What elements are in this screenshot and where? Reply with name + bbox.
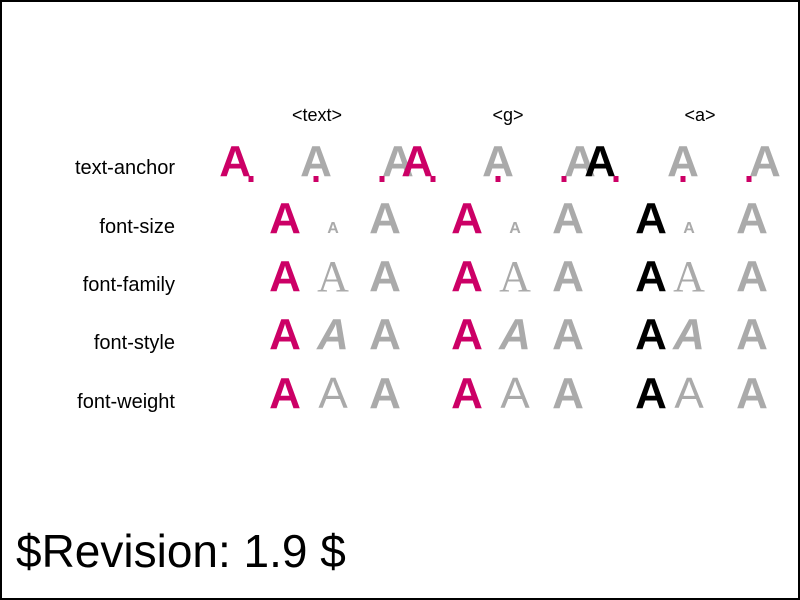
anchor-dot-text-end [248,176,254,182]
glyph-g-font-weight-reference: A [451,369,483,418]
glyph-g-font-weight-default: A [552,369,584,418]
glyph-a-font-size-reference: A [635,194,667,243]
glyph-a-text-anchor-start: A [749,137,781,186]
row-label-text-anchor: text-anchor [75,157,175,179]
column-header-a: <a> [684,105,715,125]
row-label-font-family: font-family [83,274,175,296]
glyph-a-font-size-small: A [683,220,695,237]
glyph-a-font-weight-default: A [736,369,768,418]
glyph-a-font-weight-reference: A [635,369,667,418]
row-label-font-size: font-size [99,216,175,238]
glyph-g-font-size-default: A [552,194,584,243]
glyph-text-text-anchor-start: A [382,137,414,186]
glyph-g-font-family-reference: A [451,252,483,301]
row-label-font-weight: font-weight [77,391,175,413]
anchor-dot-a-middle [680,176,686,182]
column-header-text: <text> [292,105,342,125]
glyph-text-font-weight-reference: A [269,369,301,418]
glyph-a-font-family-default: A [736,252,768,301]
glyph-text-font-style-italic: A [316,310,349,359]
glyph-g-font-style-default: A [552,310,584,359]
glyph-a-font-weight-normal: A [674,369,704,418]
glyph-g-font-family-default: A [552,252,584,301]
glyph-a-font-family-reference: A [635,252,667,301]
glyph-a-font-size-default: A [736,194,768,243]
glyph-text-font-size-reference: A [269,194,301,243]
glyph-a-text-anchor-end: A [584,137,616,186]
glyph-text-font-family-serif: A [317,252,349,301]
glyph-g-text-anchor-start: A [564,137,596,186]
glyph-g-font-size-small: A [509,220,521,237]
glyph-g-font-size-reference: A [451,194,483,243]
glyph-a-font-style-italic: A [672,310,705,359]
glyph-text-font-style-reference: A [269,310,301,359]
anchor-dot-g-end [430,176,436,182]
glyph-text-font-weight-normal: A [318,369,348,418]
glyph-g-font-family-serif: A [499,252,531,301]
row-label-font-style: font-style [94,332,175,354]
column-headers: <text> <g> <a> [292,105,716,125]
glyph-g-font-style-reference: A [451,310,483,359]
glyph-g-font-weight-normal: A [500,369,530,418]
glyph-text-font-family-default: A [369,252,401,301]
anchor-dot-a-start [746,176,752,182]
row-labels: text-anchor font-size font-family font-s… [75,157,175,413]
glyph-text-font-size-small: A [327,220,339,237]
anchor-dot-text-start [379,176,385,182]
glyph-g-font-style-italic: A [498,310,531,359]
glyph-text-font-family-reference: A [269,252,301,301]
glyph-grid: A A AA A AA A AA A AA A AA A AA A AA A AA A AA A AA A AA A AA A AA… [219,137,781,418]
anchor-dot-g-middle [495,176,501,182]
anchor-dot-g-start [561,176,567,182]
glyph-text-font-size-default: A [369,194,401,243]
glyph-text-text-anchor-end: A [219,137,251,186]
column-header-g: <g> [492,105,523,125]
glyph-g-text-anchor-end: A [401,137,433,186]
anchor-dot-text-middle [313,176,319,182]
glyph-a-font-family-serif: A [673,252,705,301]
revision-label: $Revision: 1.9 $ [16,525,346,577]
glyph-a-font-style-default: A [736,310,768,359]
glyph-text-font-style-default: A [369,310,401,359]
anchor-dot-a-end [613,176,619,182]
glyph-a-font-style-reference: A [635,310,667,359]
glyph-text-font-weight-default: A [369,369,401,418]
